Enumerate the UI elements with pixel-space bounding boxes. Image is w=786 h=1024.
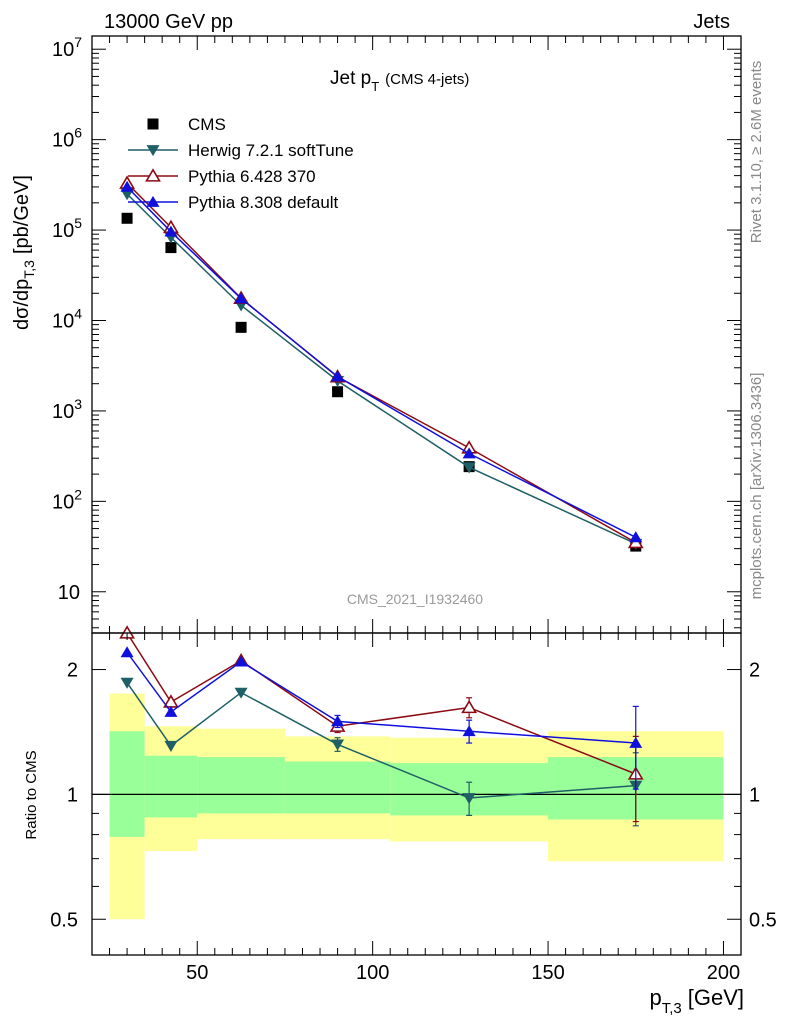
data-point: [629, 531, 643, 543]
data-point: [462, 447, 476, 459]
ratio-line: [126, 632, 637, 775]
series-pythia-8-308-default: [120, 180, 643, 543]
main-axes: 10 102 103 104 105 106 107: [52, 34, 742, 634]
legend: CMS Herwig 7.2.1 softTune Pythia 6.428 370…: [128, 115, 354, 212]
x-label-main: p: [649, 985, 661, 1010]
y-tick-label: 105: [52, 215, 82, 242]
header-right: Jets: [693, 11, 730, 33]
inner-band: [144, 755, 198, 818]
ratio-series-pythia-8-308-default: [120, 646, 643, 790]
legend-marker: [147, 118, 159, 130]
y-tick-label: 104: [52, 305, 82, 332]
ratio-point: [120, 677, 134, 689]
y-tick-label: 103: [52, 396, 82, 423]
ratio-point: [629, 736, 643, 748]
title-note: (CMS 4-jets): [385, 71, 469, 88]
ratio-y-tick-label-right: 2: [749, 660, 760, 682]
ratio-point: [331, 739, 345, 751]
legend-item: CMS: [147, 115, 226, 134]
mcplots-label: mcplots.cern.ch [arXiv:1306.3436]: [748, 373, 765, 600]
main-series-group: [119, 175, 644, 552]
y-tick-label: 106: [52, 125, 82, 152]
inner-band: [109, 731, 145, 837]
ratio-line: [126, 682, 636, 799]
x-tick-label: 50: [186, 962, 208, 984]
x-tick-label: 200: [707, 962, 740, 984]
y-label-sub: T,3: [21, 260, 37, 279]
data-point: [121, 212, 133, 224]
legend-label: Pythia 8.308 default: [188, 193, 339, 212]
ratio-point: [120, 646, 134, 658]
data-point: [331, 370, 345, 382]
header-left: 13000 GeV pp: [104, 11, 233, 33]
x-label-sub: T,3: [662, 1000, 682, 1017]
ratio-point: [461, 699, 478, 714]
data-point: [332, 386, 344, 398]
legend-label: CMS: [188, 115, 226, 134]
inner-band: [284, 761, 391, 814]
ratio-bands: [92, 693, 741, 920]
legend-marker: [146, 195, 160, 207]
legend-item: Herwig 7.2.1 softTune: [128, 141, 354, 160]
ratio-y-label: Ratio to CMS: [23, 750, 40, 839]
ratio-series-group: [119, 625, 644, 827]
legend-item: Pythia 8.308 default: [128, 193, 339, 212]
data-point: [165, 242, 177, 254]
legend-marker: [145, 168, 161, 182]
data-point: [164, 225, 178, 237]
data-point: [462, 462, 476, 474]
ratio-point: [331, 715, 345, 727]
ratio-y-tick-label: 2: [67, 660, 78, 682]
legend-item: Pythia 6.428 370: [128, 167, 316, 186]
ratio-axes: 0.5 0.5 1 1 2 2 50 100 150 200: [50, 632, 777, 984]
legend-label: Pythia 6.428 370: [188, 167, 316, 186]
x-label-unit: [GeV]: [688, 985, 744, 1010]
y-tick-label: 107: [52, 34, 82, 61]
data-point: [120, 189, 134, 201]
main-title: Jet pT (CMS 4-jets): [330, 68, 469, 94]
watermark: CMS_2021_I1932460: [347, 591, 483, 607]
ratio-y-tick-label-right: 0.5: [749, 909, 777, 931]
x-axis-label: pT,3 [GeV]: [649, 985, 744, 1017]
title-sub: T: [371, 79, 379, 94]
title-main: Jet p: [330, 68, 371, 89]
legend-marker: [146, 145, 160, 157]
ratio-point: [234, 687, 248, 699]
ratio-point: [462, 725, 476, 737]
ratio-line: [126, 651, 636, 744]
ratio-point: [164, 740, 178, 752]
ratio-y-tick-label: 1: [67, 784, 78, 806]
data-point: [235, 321, 247, 333]
inner-band: [197, 757, 285, 814]
y-axis-label: dσ/dpT,3 [pb/GeV]: [11, 175, 37, 330]
series-line: [126, 186, 637, 538]
y-label-unit: [pb/GeV]: [11, 175, 33, 254]
y-tick-label: 10: [58, 582, 80, 604]
series-line: [126, 193, 637, 545]
data-point: [234, 292, 248, 304]
rivet-label: Rivet 3.1.10, ≥ 2.6M events: [748, 61, 765, 244]
x-tick-label: 100: [356, 962, 389, 984]
ratio-point: [234, 655, 248, 667]
legend-label: Herwig 7.2.1 softTune: [188, 141, 354, 160]
ratio-y-tick-label-right: 1: [749, 784, 760, 806]
x-tick-label: 150: [531, 962, 564, 984]
ratio-y-tick-label: 0.5: [50, 909, 78, 931]
ratio-point: [164, 705, 178, 717]
data-point: [120, 180, 134, 192]
y-tick-label: 102: [52, 486, 82, 513]
y-label-main: dσ/dp: [11, 279, 33, 330]
ratio-point: [462, 793, 476, 805]
